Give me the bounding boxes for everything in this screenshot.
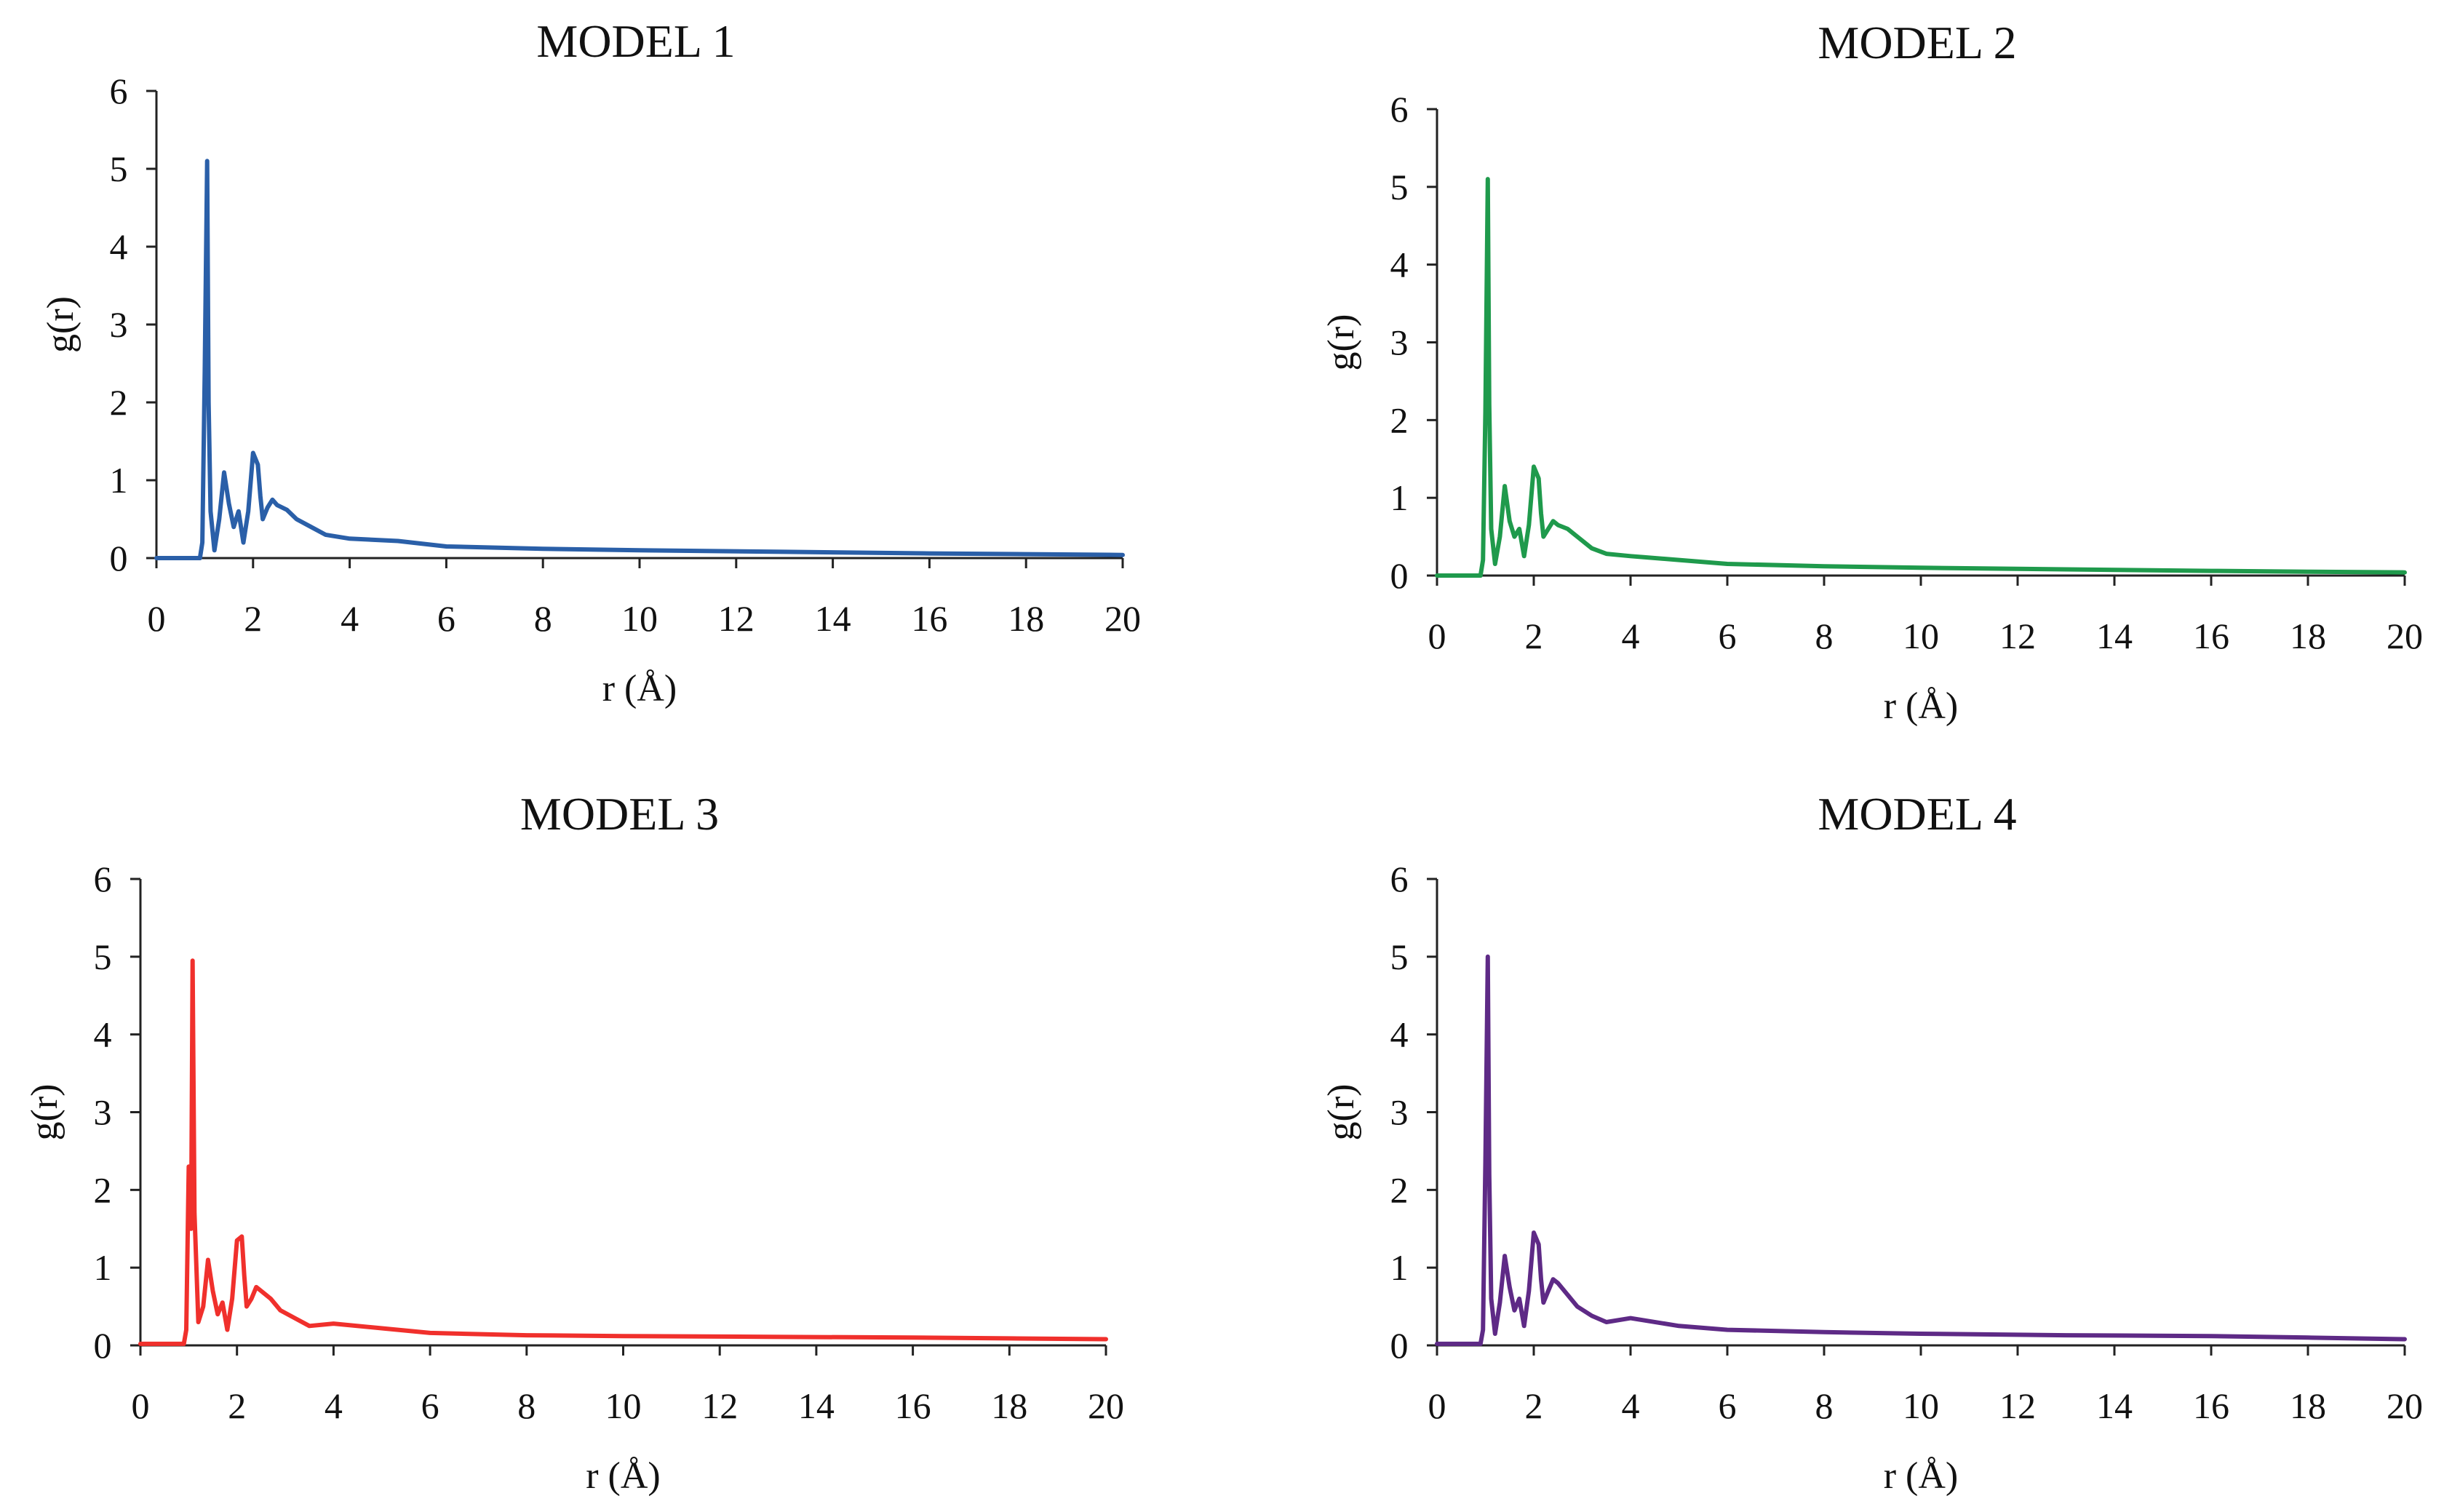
x-tick-label: 0 [1428,1385,1446,1426]
x-tick-label: 18 [1008,598,1044,639]
y-tick-label: 2 [1390,1169,1409,1210]
x-tick-label: 14 [798,1385,835,1426]
y-axis-label: g(r) [24,1084,65,1141]
y-tick-label: 3 [110,304,128,345]
x-axis-label: r (Å) [586,1455,661,1497]
x-tick-label: 2 [1525,616,1543,656]
x-tick-label: 10 [1903,1385,1939,1426]
x-tick-label: 8 [1815,1385,1834,1426]
chart-title: MODEL 1 [536,15,735,67]
y-tick-label: 2 [94,1169,112,1210]
series-line-0 [138,958,1108,1346]
x-tick-label: 6 [1719,616,1737,656]
y-tick-label: 1 [1390,477,1409,518]
x-tick-label: 16 [895,1385,931,1426]
x-tick-label: 14 [2096,616,2133,656]
x-tick-label: 0 [1428,616,1446,656]
y-tick-label: 5 [94,936,112,977]
x-tick-label: 10 [605,1385,642,1426]
chart-title: MODEL 2 [1818,17,2016,68]
y-tick-label: 6 [110,71,128,111]
x-tick-label: 0 [148,598,166,639]
x-tick-label: 2 [228,1385,246,1426]
y-tick-label: 1 [94,1247,112,1288]
x-tick-label: 18 [2290,616,2326,656]
x-axis-label: r (Å) [1884,685,1959,727]
y-tick-label: 1 [1390,1247,1409,1288]
y-axis-label: g(r) [40,296,81,353]
y-tick-label: 4 [110,226,128,267]
x-tick-label: 6 [421,1385,439,1426]
x-tick-label: 10 [1903,616,1939,656]
x-tick-label: 20 [2387,616,2423,656]
x-tick-label: 4 [325,1385,343,1426]
x-tick-label: 8 [534,598,552,639]
x-tick-label: 8 [1815,616,1834,656]
chart-title: MODEL 3 [520,788,719,840]
x-axis-label: r (Å) [602,668,677,709]
y-axis-label: g(r) [1321,1084,1362,1141]
series-line-0 [154,159,1125,560]
y-tick-label: 5 [1390,167,1409,207]
x-tick-label: 4 [341,598,359,639]
y-tick-label: 0 [110,538,128,578]
x-tick-label: 4 [1622,1385,1640,1426]
series-line-0 [1435,954,2407,1346]
x-tick-label: 2 [244,598,262,639]
y-tick-label: 2 [110,382,128,423]
y-tick-label: 4 [94,1014,112,1055]
x-axis-label: r (Å) [1884,1455,1959,1497]
y-tick-label: 5 [110,148,128,189]
x-tick-label: 4 [1622,616,1640,656]
y-axis-label: g(r) [1321,314,1362,371]
y-tick-label: 3 [1390,1092,1409,1133]
y-tick-label: 6 [1390,89,1409,130]
y-tick-label: 6 [94,859,112,899]
series-line-0 [1435,177,2407,578]
x-tick-label: 12 [1999,616,2036,656]
chart-title: MODEL 4 [1818,788,2016,840]
x-tick-label: 0 [132,1385,150,1426]
y-tick-label: 4 [1390,1014,1409,1055]
x-tick-label: 16 [2193,616,2229,656]
x-tick-label: 10 [621,598,658,639]
x-tick-label: 20 [1104,598,1141,639]
x-tick-label: 18 [2290,1385,2326,1426]
y-tick-label: 0 [1390,1325,1409,1366]
x-tick-label: 20 [1088,1385,1124,1426]
y-tick-label: 2 [1390,399,1409,440]
x-tick-label: 14 [2096,1385,2133,1426]
y-tick-label: 5 [1390,936,1409,977]
x-tick-label: 16 [2193,1385,2229,1426]
x-tick-label: 12 [718,598,755,639]
x-tick-label: 12 [701,1385,738,1426]
y-tick-label: 4 [1390,244,1409,285]
x-tick-label: 14 [815,598,851,639]
x-tick-label: 2 [1525,1385,1543,1426]
x-tick-label: 18 [991,1385,1027,1426]
x-tick-label: 8 [517,1385,536,1426]
y-tick-label: 3 [1390,322,1409,363]
x-tick-label: 16 [911,598,947,639]
x-tick-label: 20 [2387,1385,2423,1426]
y-tick-label: 0 [1390,555,1409,596]
x-tick-label: 6 [1719,1385,1737,1426]
y-tick-label: 3 [94,1092,112,1133]
y-tick-label: 0 [94,1325,112,1366]
x-tick-label: 6 [437,598,455,639]
x-tick-label: 12 [1999,1385,2036,1426]
y-tick-label: 1 [110,460,128,501]
y-tick-label: 6 [1390,859,1409,899]
